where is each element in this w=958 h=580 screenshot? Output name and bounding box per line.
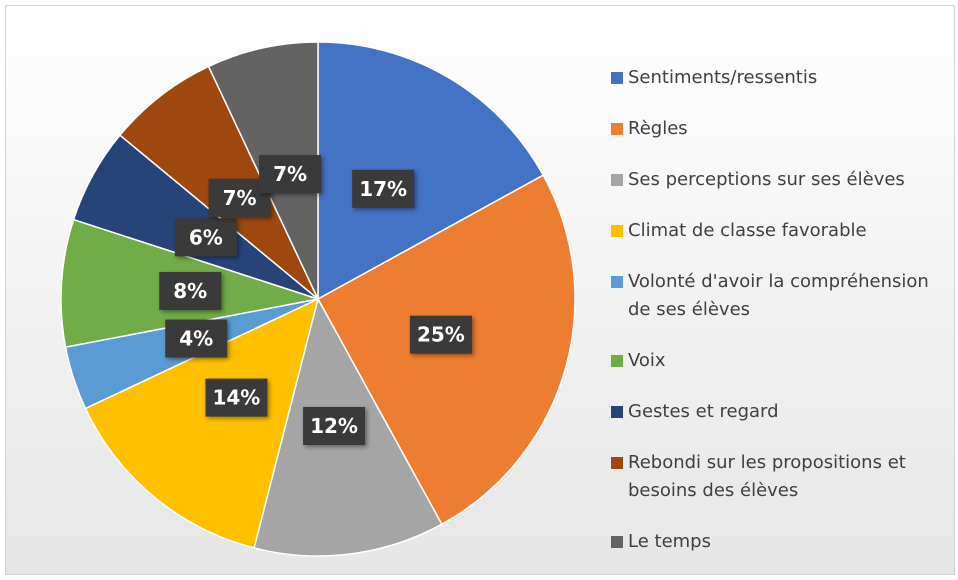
legend-swatch: [611, 406, 623, 418]
data-label-text: 17%: [359, 177, 407, 201]
data-label: 6%: [174, 218, 237, 257]
data-label-box: [174, 218, 237, 257]
legend-item: Voix: [611, 347, 956, 375]
legend-item: Règles: [611, 115, 956, 143]
legend-item: Ses perceptions sur ses élèves: [611, 166, 956, 194]
pie-slice: [317, 41, 545, 301]
data-label: 4%: [165, 319, 228, 358]
data-label: 12%: [303, 406, 366, 445]
legend-label: Climat de classe favorable: [628, 220, 867, 241]
legend-label: Ses perceptions sur ses élèves: [628, 169, 905, 190]
legend-swatch: [611, 72, 623, 84]
legend-item: Climat de classe favorable: [611, 217, 956, 245]
legend-label: Gestes et regard: [628, 401, 779, 422]
data-label-box: [303, 406, 366, 445]
data-label-box: [165, 319, 228, 358]
legend: Sentiments/ressentis Règles Ses perception…: [611, 64, 956, 556]
legend-label: Règles: [628, 118, 688, 139]
data-label-box: [409, 315, 472, 354]
legend-item: Rebondi sur les propositions et besoins …: [611, 449, 956, 505]
legend-swatch: [611, 355, 623, 367]
data-label-text: 7%: [273, 162, 307, 186]
data-label-text: 4%: [179, 327, 213, 351]
legend-label: Voix: [628, 350, 666, 371]
data-label: 14%: [205, 378, 268, 417]
data-label-box: [352, 169, 415, 208]
legend-item: Le temps: [611, 528, 956, 556]
data-label-box: [259, 155, 322, 194]
data-label-box: [205, 378, 268, 417]
data-label-text: 12%: [310, 414, 358, 438]
legend-label: Le temps: [628, 531, 711, 552]
data-label: 25%: [409, 315, 472, 354]
chart-frame: 17% 25% 12% 14% 4% 8% 6% 7% 7% Sentiments/ressen…: [5, 5, 955, 575]
legend-swatch: [611, 536, 623, 548]
legend-item: Volonté d'avoir la compréhension de ses …: [611, 268, 956, 324]
data-label-box: [159, 271, 222, 310]
legend-swatch: [611, 457, 623, 469]
legend-item: Gestes et regard: [611, 398, 956, 426]
legend-swatch: [611, 123, 623, 135]
legend-item: Sentiments/ressentis: [611, 64, 956, 92]
legend-label: Volonté d'avoir la compréhension de ses …: [628, 271, 929, 320]
data-label-text: 8%: [173, 279, 207, 303]
legend-label: Rebondi sur les propositions et besoins …: [628, 452, 906, 501]
data-label-text: 25%: [417, 323, 465, 347]
chart: 17%25%12%14%4%8%6%7%7%: [60, 41, 576, 557]
legend-label: Sentiments/ressentis: [628, 67, 818, 88]
data-label-text: 7%: [223, 186, 257, 210]
pie-slice: [84, 297, 320, 549]
data-label-text: 6%: [189, 225, 223, 249]
data-label: 17%: [352, 169, 415, 208]
data-label-text: 14%: [212, 386, 260, 410]
legend-swatch: [611, 276, 623, 288]
data-label: 7%: [259, 155, 322, 194]
legend-swatch: [611, 174, 623, 186]
legend-swatch: [611, 225, 623, 237]
data-label: 8%: [159, 271, 222, 310]
